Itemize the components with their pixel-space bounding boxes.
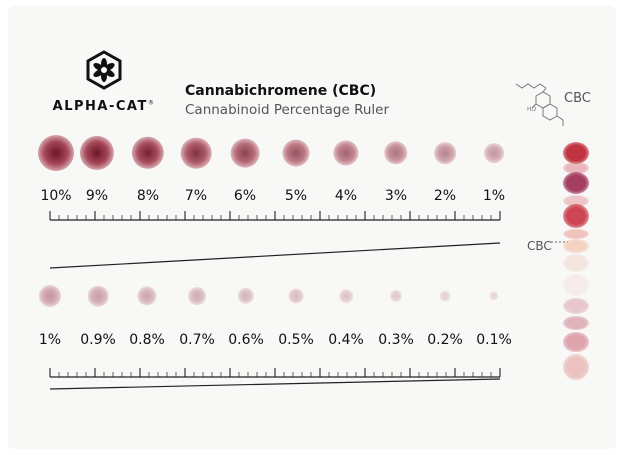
row2-spot <box>389 289 403 303</box>
row1-percent-label: 3% <box>384 188 408 204</box>
row1-percent-label: 4% <box>334 188 358 204</box>
row2-spot <box>39 285 61 307</box>
row2-percent-label: 0.6% <box>228 332 264 348</box>
row2-percent-label: 0.2% <box>427 332 463 348</box>
lane-band <box>563 354 589 380</box>
page-subtitle: Cannabinoid Percentage Ruler <box>185 102 390 118</box>
page-title: Cannabichromene (CBC) <box>185 83 377 99</box>
row1-spot <box>282 139 310 167</box>
row2-spot <box>237 287 255 305</box>
row1-percent-label: 10% <box>40 188 72 204</box>
lane-band <box>563 195 589 207</box>
row1-spot <box>384 141 408 165</box>
row2-percent-label: 0.9% <box>80 332 116 348</box>
row2-spot <box>137 286 157 306</box>
row1-spot <box>79 135 115 171</box>
lane-band <box>563 254 589 272</box>
lane-band <box>563 172 589 194</box>
row1-spot <box>434 142 456 164</box>
lane-band <box>563 316 589 330</box>
row2-percent-label: 1% <box>38 332 62 348</box>
row2-percent-label: 0.3% <box>378 332 414 348</box>
row1-percent-label: 9% <box>85 188 109 204</box>
row1-spot <box>180 137 212 169</box>
row2-spot <box>339 289 353 303</box>
hexagon-cat-flower-icon <box>86 50 122 90</box>
structure-label: CBC <box>564 91 591 106</box>
row2-spot <box>439 290 451 302</box>
ruler-diagonal-line <box>49 242 501 269</box>
row1-percent-label: 7% <box>184 188 208 204</box>
lane-band <box>563 229 589 239</box>
brand-name: ALPHA-CAT® <box>52 99 156 114</box>
row1-spot <box>230 138 260 168</box>
row2-spot <box>87 285 109 307</box>
row1-percent-label: 2% <box>433 188 457 204</box>
lane-band <box>563 204 589 228</box>
row2-percent-label: 0.4% <box>328 332 364 348</box>
row2-spot <box>188 287 206 305</box>
lane-band <box>563 298 589 314</box>
cbc-molecule-structure-icon: HO <box>515 83 564 126</box>
row2-spot <box>288 288 304 304</box>
lane-band <box>563 332 589 352</box>
row1-percent-label: 5% <box>284 188 308 204</box>
chromatography-lane <box>559 142 593 382</box>
lane-band <box>563 274 589 296</box>
svg-text:HO: HO <box>527 106 537 113</box>
lane-cbc-label: CBC <box>527 239 552 253</box>
row1-spot <box>131 136 165 170</box>
row2-spot <box>489 291 499 301</box>
row1-percent-label: 8% <box>136 188 160 204</box>
row1-spot <box>484 143 504 163</box>
row2-percent-label: 0.1% <box>476 332 512 348</box>
percentage-rulers <box>49 211 568 390</box>
row1-spot <box>38 135 74 171</box>
row2-percent-label: 0.5% <box>278 332 314 348</box>
lane-band <box>563 239 589 253</box>
row2-percent-label: 0.7% <box>179 332 215 348</box>
lane-band <box>563 162 589 174</box>
row2-percent-label: 0.8% <box>129 332 165 348</box>
lane-band <box>563 142 589 164</box>
ruler-card: ALPHA-CAT® Cannabichromene (CBC) Cannabi… <box>8 6 616 449</box>
brand-logo: ALPHA-CAT® <box>48 50 160 125</box>
row1-percent-label: 1% <box>482 188 506 204</box>
ruler-diagonal-line <box>49 378 501 390</box>
row1-spot <box>333 140 359 166</box>
row1-percent-label: 6% <box>233 188 257 204</box>
